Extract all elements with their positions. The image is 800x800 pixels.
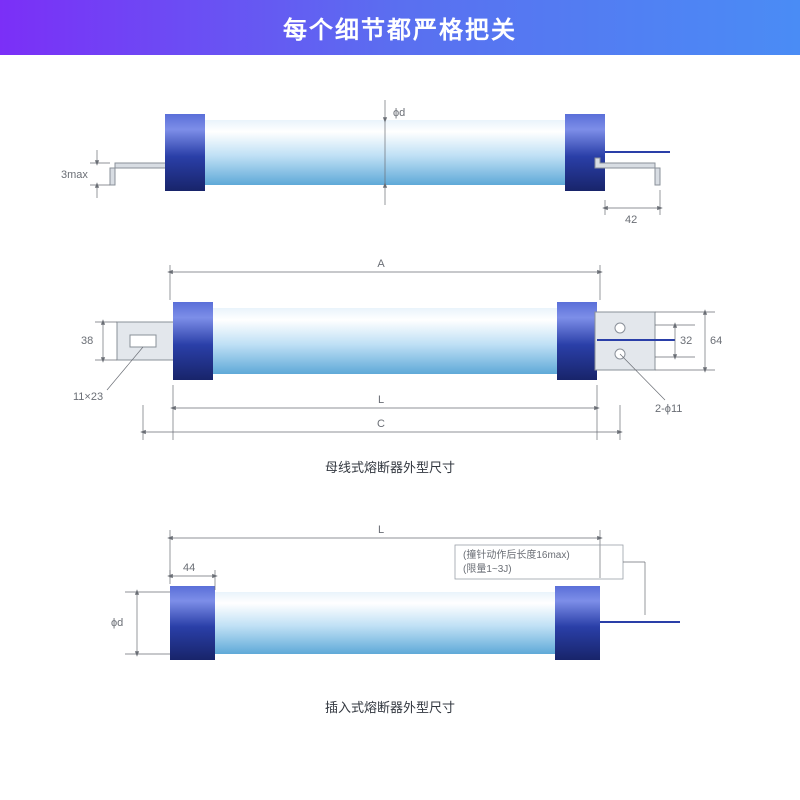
page-root: 每个细节都严格把关 [0, 0, 800, 800]
label-11x23: 11×23 [73, 391, 103, 403]
fuse-body-3 [210, 592, 560, 654]
note2: (限量1~3J) [463, 563, 512, 575]
fuse-cap-right [565, 114, 605, 191]
fuse-cap-right-3 [555, 586, 600, 660]
caption-3: 插入式熔断器外型尺寸 [325, 700, 455, 715]
label-L: L [378, 394, 384, 406]
fuse-cap-left [165, 114, 205, 191]
label-38: 38 [81, 335, 93, 347]
label-32: 32 [680, 335, 692, 347]
banner: 每个细节都严格把关 [0, 0, 800, 55]
label-A: A [377, 258, 385, 270]
caption-2: 母线式熔断器外型尺寸 [325, 460, 455, 475]
fuse-cap-right-2 [557, 302, 597, 380]
content-area: ϕd 3max 42 A [0, 55, 800, 800]
label-L3: L [378, 524, 384, 536]
label-phi-d: ϕd [393, 107, 405, 119]
figure-bottom: L (撞针动作后长度16max) (限量1~3J) 44 [55, 500, 725, 760]
drawing-sheet: ϕd 3max 42 A [55, 70, 725, 770]
figure-middle: A 38 11×23 [55, 240, 725, 500]
figure-top: ϕd 3max 42 [55, 70, 725, 240]
label-64: 64 [710, 335, 722, 347]
fuse-body-2 [205, 308, 565, 374]
label-2phi11: 2-ϕ11 [655, 403, 682, 415]
label-C: C [377, 418, 385, 430]
label-3max: 3max [61, 169, 88, 181]
label-phid3: ϕd [111, 617, 123, 629]
banner-text: 每个细节都严格把关 [283, 10, 517, 45]
note1: (撞针动作后长度16max) [463, 548, 570, 561]
fuse-cap-left-2 [173, 302, 213, 380]
label-42: 42 [625, 214, 637, 226]
fuse-cap-left-3 [170, 586, 215, 660]
label-44: 44 [183, 562, 195, 574]
